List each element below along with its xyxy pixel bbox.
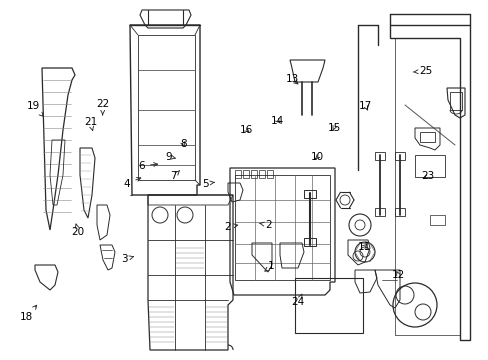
Bar [250, 170, 257, 178]
Text: 1: 1 [264, 261, 274, 271]
Text: 22: 22 [96, 99, 109, 115]
Text: 10: 10 [311, 152, 324, 162]
Text: 14: 14 [270, 116, 284, 126]
Text: 3: 3 [121, 254, 133, 264]
Bar [374, 208, 384, 216]
Text: 13: 13 [285, 74, 299, 84]
Bar [294, 278, 362, 333]
Bar [304, 190, 315, 198]
Text: 6: 6 [138, 161, 157, 171]
Text: 20: 20 [72, 224, 84, 237]
Text: 4: 4 [123, 177, 141, 189]
Text: 17: 17 [358, 101, 372, 111]
Bar [449, 92, 461, 110]
Text: 2: 2 [224, 222, 237, 232]
Text: 21: 21 [83, 117, 97, 131]
Bar [266, 170, 272, 178]
Text: 23: 23 [420, 171, 434, 181]
Bar [304, 238, 315, 246]
Bar [429, 215, 444, 225]
Bar [374, 152, 384, 160]
Text: 18: 18 [20, 305, 37, 322]
Bar [235, 170, 241, 178]
Text: 15: 15 [326, 123, 340, 133]
Bar [394, 208, 404, 216]
Text: 16: 16 [239, 125, 252, 135]
Text: 9: 9 [165, 152, 175, 162]
Text: 2: 2 [259, 220, 272, 230]
Text: 5: 5 [202, 179, 214, 189]
Text: 19: 19 [26, 101, 43, 116]
Bar [259, 170, 264, 178]
Bar [419, 132, 434, 142]
Bar [394, 152, 404, 160]
Bar [414, 155, 444, 177]
Text: 12: 12 [391, 270, 405, 280]
Text: 7: 7 [170, 171, 180, 181]
Text: 24: 24 [291, 294, 305, 307]
Text: 8: 8 [180, 139, 186, 149]
Text: 25: 25 [412, 66, 431, 76]
Text: 11: 11 [357, 242, 370, 252]
Bar [243, 170, 248, 178]
